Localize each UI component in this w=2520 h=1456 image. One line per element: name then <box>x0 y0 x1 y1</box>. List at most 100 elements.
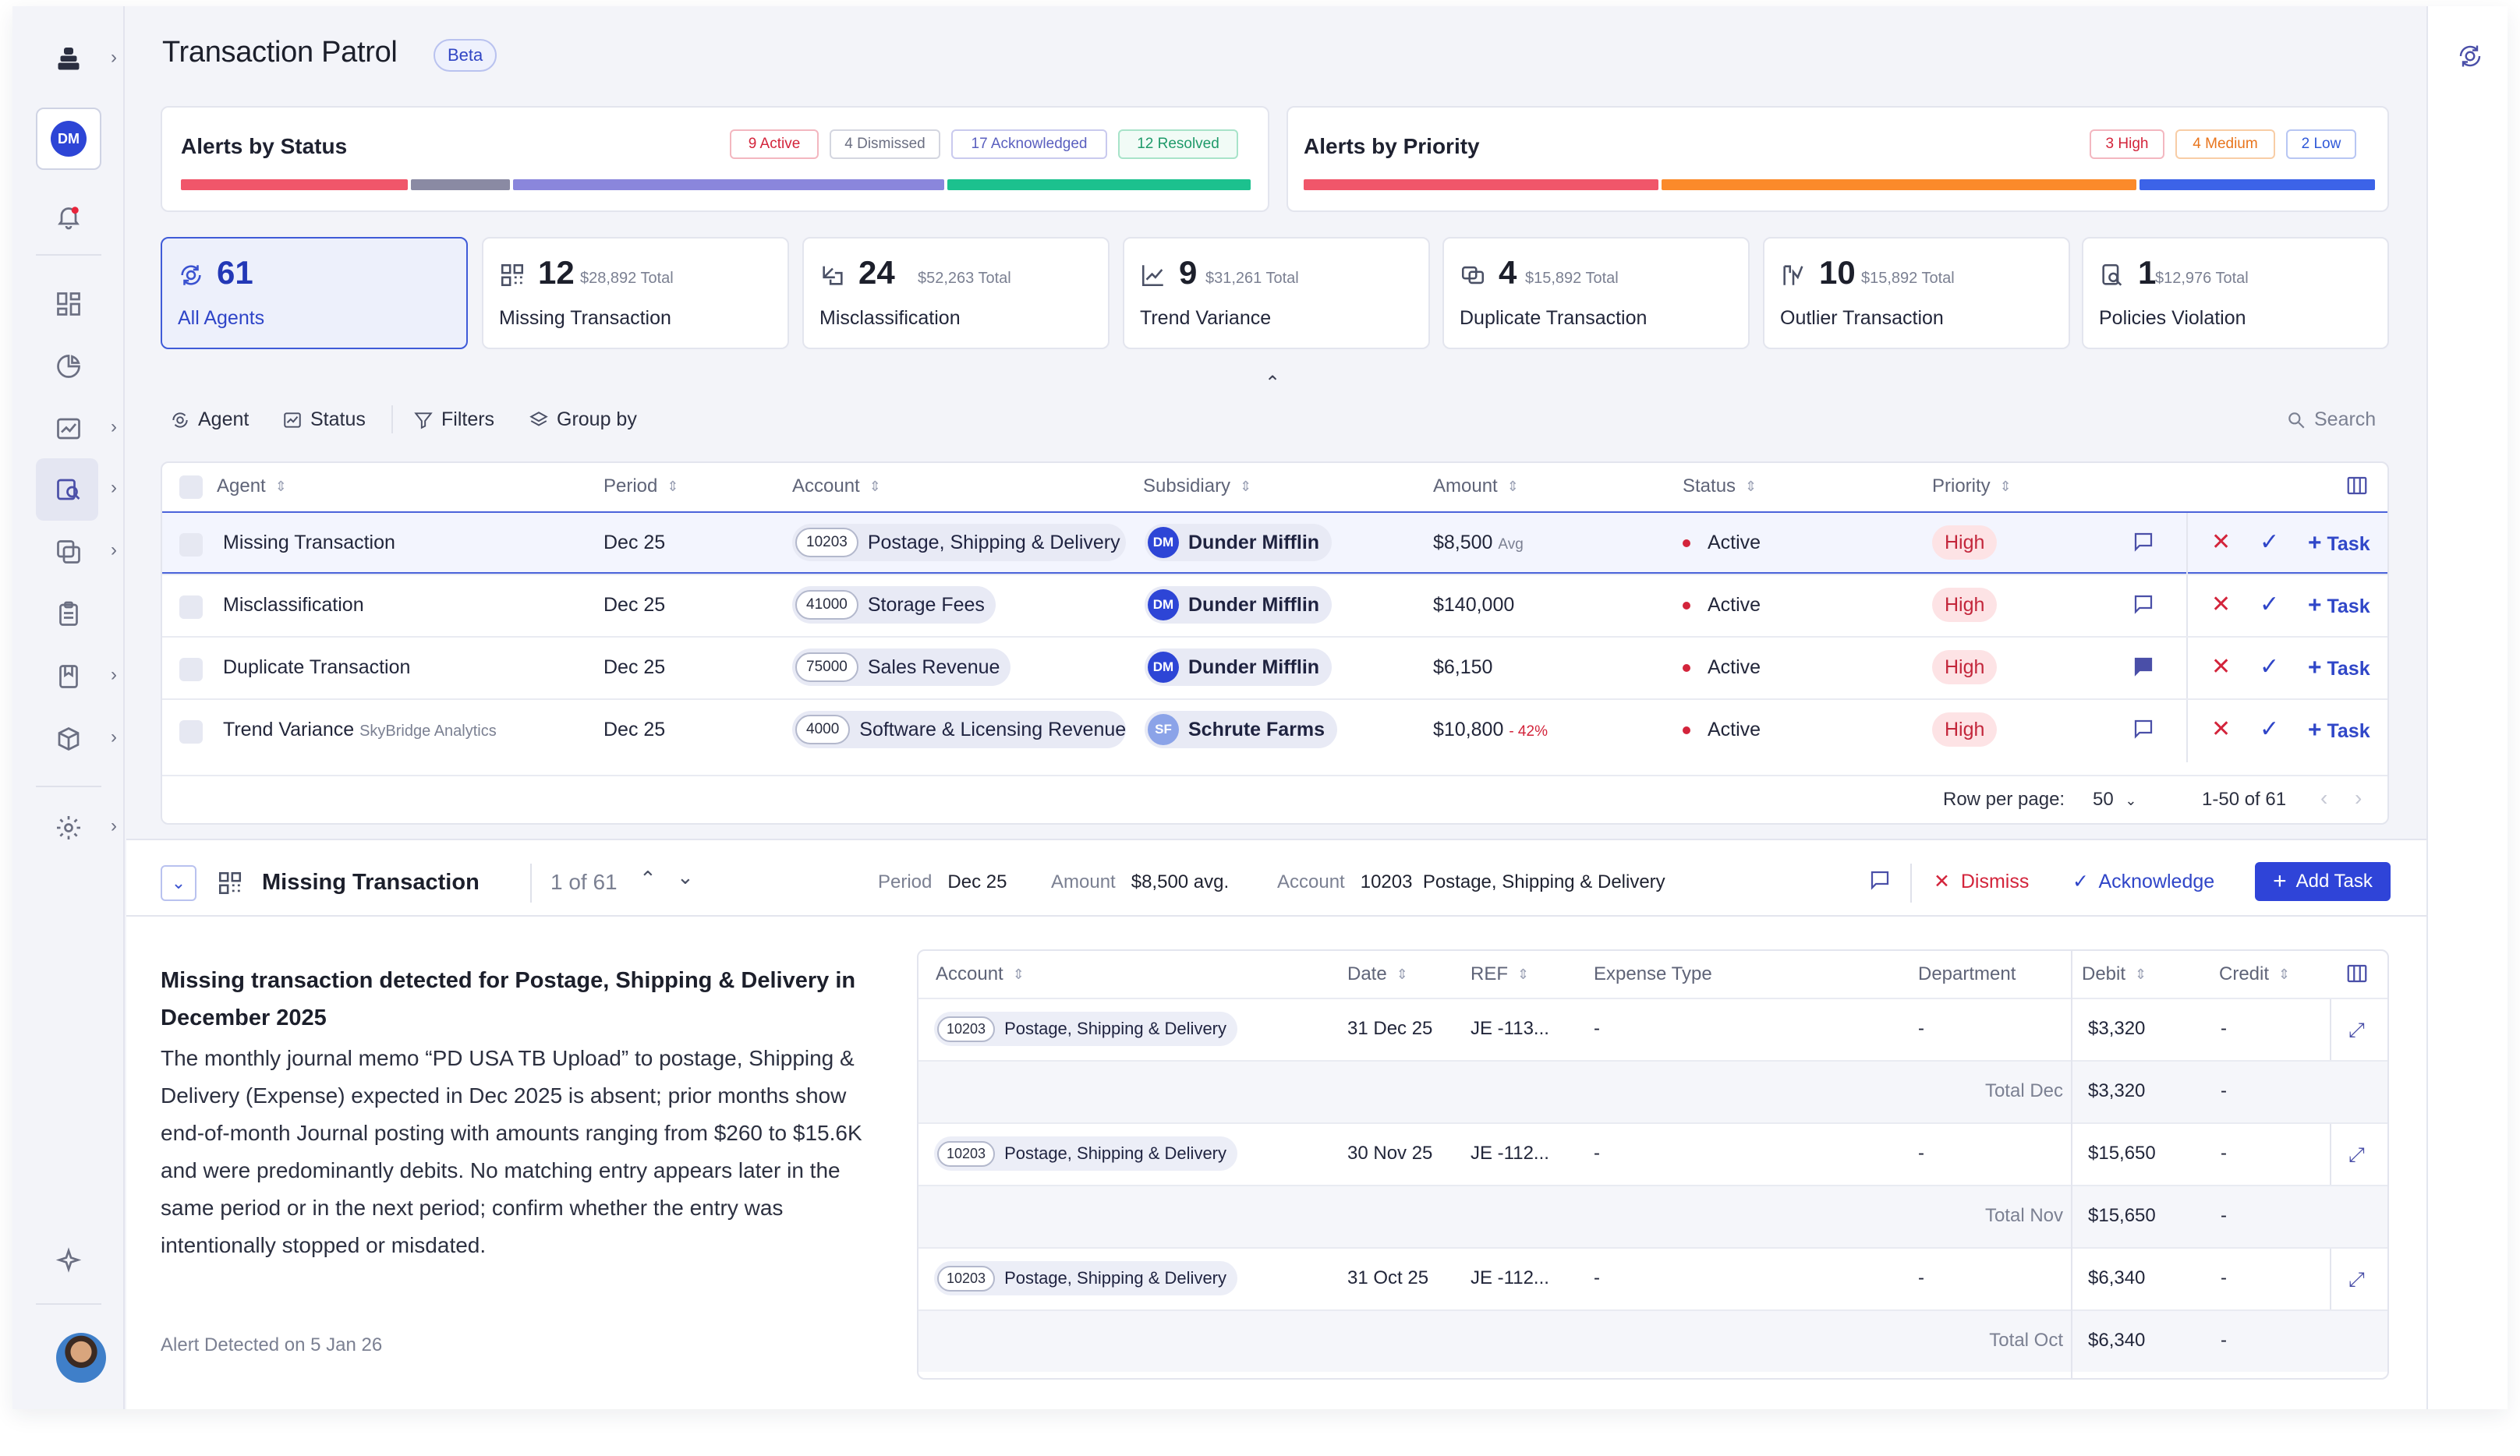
status-pill-dismissed[interactable]: 4 Dismissed <box>830 129 940 159</box>
priority-pill-low[interactable]: 2 Low <box>2286 129 2356 159</box>
account-chip[interactable]: 75000 Sales Revenue <box>792 648 1011 686</box>
dismiss-button[interactable]: ✕ Dismiss <box>1934 870 2029 893</box>
agent-card-misclassification[interactable]: 24 $52,263 Total Misclassification <box>802 237 1110 349</box>
add-task-row-button[interactable]: + Task <box>2308 530 2370 557</box>
entries-header-ref[interactable]: REF ⇕ <box>1471 963 1529 985</box>
account-chip[interactable]: 4000 Software & Licensing Revenue <box>792 711 1126 748</box>
workspace-switcher[interactable]: DM <box>36 108 101 170</box>
account-chip[interactable]: 10203 Postage, Shipping & Delivery <box>934 1261 1237 1295</box>
agent-filter-button[interactable]: Agent <box>170 408 249 431</box>
entries-header-department[interactable]: Department <box>1918 963 2016 984</box>
search-box[interactable]: Search <box>2286 408 2376 431</box>
user-avatar[interactable] <box>56 1333 106 1383</box>
select-all-checkbox[interactable] <box>179 475 203 499</box>
table-row[interactable]: Missing Transaction Dec 25 10203 Postage,… <box>162 511 2387 575</box>
agent-card-policies-violation[interactable]: 1 $12,976 Total Policies Violation <box>2082 237 2389 349</box>
patrol-settings-icon[interactable] <box>2451 37 2489 75</box>
prev-page-icon[interactable]: ‹ <box>2320 786 2328 810</box>
subsidiary-chip[interactable]: DM Dunder Mifflin <box>1145 524 1333 561</box>
columns-settings-icon[interactable] <box>2345 962 2369 985</box>
column-header-priority[interactable]: Priority ⇕ <box>1932 475 2012 497</box>
entries-header-debit[interactable]: Debit ⇕ <box>2082 963 2147 985</box>
status-pill-acknowledged[interactable]: 17 Acknowledged <box>951 129 1107 159</box>
columns-settings-icon[interactable] <box>2345 474 2369 497</box>
account-chip[interactable]: 10203 Postage, Shipping & Delivery <box>792 524 1126 561</box>
transaction-patrol-icon[interactable] <box>50 471 87 508</box>
agent-card-duplicate-transaction[interactable]: 4 $15,892 Total Duplicate Transaction <box>1442 237 1750 349</box>
package-icon[interactable] <box>50 720 87 758</box>
table-row[interactable]: Duplicate Transaction Dec 25 75000 Sales … <box>162 636 2387 700</box>
status-pill-resolved[interactable]: 12 Resolved <box>1118 129 1238 159</box>
entry-row[interactable]: 10203 Postage, Shipping & Delivery 31 Dec… <box>918 998 2387 1062</box>
priority-pill-medium[interactable]: 4 Medium <box>2175 129 2275 159</box>
expand-chevron-icon[interactable]: › <box>111 47 117 68</box>
add-task-row-button[interactable]: + Task <box>2308 592 2370 619</box>
column-header-account[interactable]: Account ⇕ <box>792 475 881 497</box>
column-header-subsidiary[interactable]: Subsidiary ⇕ <box>1143 475 1251 497</box>
dismiss-row-icon[interactable]: ✕ <box>2211 654 2232 680</box>
comment-icon[interactable] <box>1868 868 1892 892</box>
account-chip[interactable]: 41000 Storage Fees <box>792 586 996 624</box>
settings-gear-icon[interactable] <box>50 809 87 846</box>
reports-chevron-icon[interactable]: › <box>111 416 117 437</box>
entry-ref[interactable]: JE -112... <box>1471 1267 1549 1288</box>
entry-ref[interactable]: JE -113... <box>1471 1018 1549 1039</box>
subsidiary-chip[interactable]: SF Schrute Farms <box>1145 711 1338 748</box>
ai-sparkle-icon[interactable] <box>50 1242 87 1280</box>
acknowledge-row-icon[interactable]: ✓ <box>2260 529 2280 555</box>
copy-documents-icon[interactable] <box>50 533 87 571</box>
column-header-amount[interactable]: Amount ⇕ <box>1433 475 1519 497</box>
row-checkbox[interactable] <box>179 533 203 557</box>
acknowledge-row-icon[interactable]: ✓ <box>2260 716 2280 742</box>
entries-header-account[interactable]: Account ⇕ <box>936 963 1025 985</box>
filters-button[interactable]: Filters <box>413 408 494 431</box>
acknowledge-row-icon[interactable]: ✓ <box>2260 654 2280 680</box>
add-task-button[interactable]: + Add Task <box>2255 862 2391 901</box>
reports-icon[interactable] <box>50 410 87 447</box>
rows-per-page-select[interactable]: 50 ⌄ <box>2093 789 2136 811</box>
entry-row[interactable]: 10203 Postage, Shipping & Delivery 31 Oct… <box>918 1247 2387 1311</box>
add-task-row-button[interactable]: + Task <box>2308 655 2370 681</box>
column-header-period[interactable]: Period ⇕ <box>603 475 678 497</box>
account-chip[interactable]: 10203 Postage, Shipping & Delivery <box>934 1012 1237 1046</box>
row-checkbox[interactable] <box>179 720 203 744</box>
agent-card-all[interactable]: 61 All Agents <box>161 237 468 349</box>
pie-chart-icon[interactable] <box>50 348 87 385</box>
app-logo-icon[interactable] <box>50 41 87 78</box>
table-row[interactable]: Trend Variance SkyBridge Analytics Dec 2… <box>162 698 2387 762</box>
priority-pill-high[interactable]: 3 High <box>2090 129 2164 159</box>
status-pill-active[interactable]: 9 Active <box>730 129 819 159</box>
add-task-row-button[interactable]: + Task <box>2308 717 2370 744</box>
settings-chevron-icon[interactable]: › <box>111 815 117 836</box>
next-page-icon[interactable]: › <box>2355 786 2362 810</box>
entry-ref[interactable]: JE -112... <box>1471 1143 1549 1164</box>
entries-header-date[interactable]: Date ⇕ <box>1347 963 1408 985</box>
acknowledge-row-icon[interactable]: ✓ <box>2260 592 2280 617</box>
collapse-detail-button[interactable]: ⌄ <box>161 865 196 901</box>
expand-icon[interactable]: ⤢ <box>2348 1267 2365 1291</box>
subsidiary-chip[interactable]: DM Dunder Mifflin <box>1145 586 1333 624</box>
expand-icon[interactable]: ⤢ <box>2348 1018 2365 1041</box>
group-by-button[interactable]: Group by <box>529 408 637 431</box>
dashboard-icon[interactable] <box>50 285 87 323</box>
column-header-agent[interactable]: Agent ⇕ <box>217 475 287 497</box>
comment-icon[interactable] <box>2132 655 2155 678</box>
collapse-summary-button[interactable]: ⌃ <box>1230 363 1315 402</box>
table-row[interactable]: Misclassification Dec 25 41000 Storage Fe… <box>162 574 2387 638</box>
previous-alert-icon[interactable]: ⌃ <box>639 867 657 890</box>
dismiss-row-icon[interactable]: ✕ <box>2211 592 2232 617</box>
book-icon[interactable] <box>50 658 87 695</box>
agent-card-missing-transaction[interactable]: 12 $28,892 Total Missing Transaction <box>482 237 789 349</box>
dismiss-row-icon[interactable]: ✕ <box>2211 716 2232 742</box>
copy-chevron-icon[interactable]: › <box>111 539 117 560</box>
notifications-icon[interactable] <box>50 198 87 235</box>
subsidiary-chip[interactable]: DM Dunder Mifflin <box>1145 648 1333 686</box>
patrol-chevron-icon[interactable]: › <box>111 477 117 498</box>
acknowledge-button[interactable]: ✓ Acknowledge <box>2072 870 2214 893</box>
clipboard-icon[interactable] <box>50 595 87 633</box>
column-header-status[interactable]: Status ⇕ <box>1683 475 1757 497</box>
comment-icon[interactable] <box>2132 592 2155 616</box>
account-chip[interactable]: 10203 Postage, Shipping & Delivery <box>934 1136 1237 1171</box>
agent-card-outlier-transaction[interactable]: 10 $15,892 Total Outlier Transaction <box>1763 237 2070 349</box>
next-alert-icon[interactable]: ⌄ <box>677 865 694 889</box>
